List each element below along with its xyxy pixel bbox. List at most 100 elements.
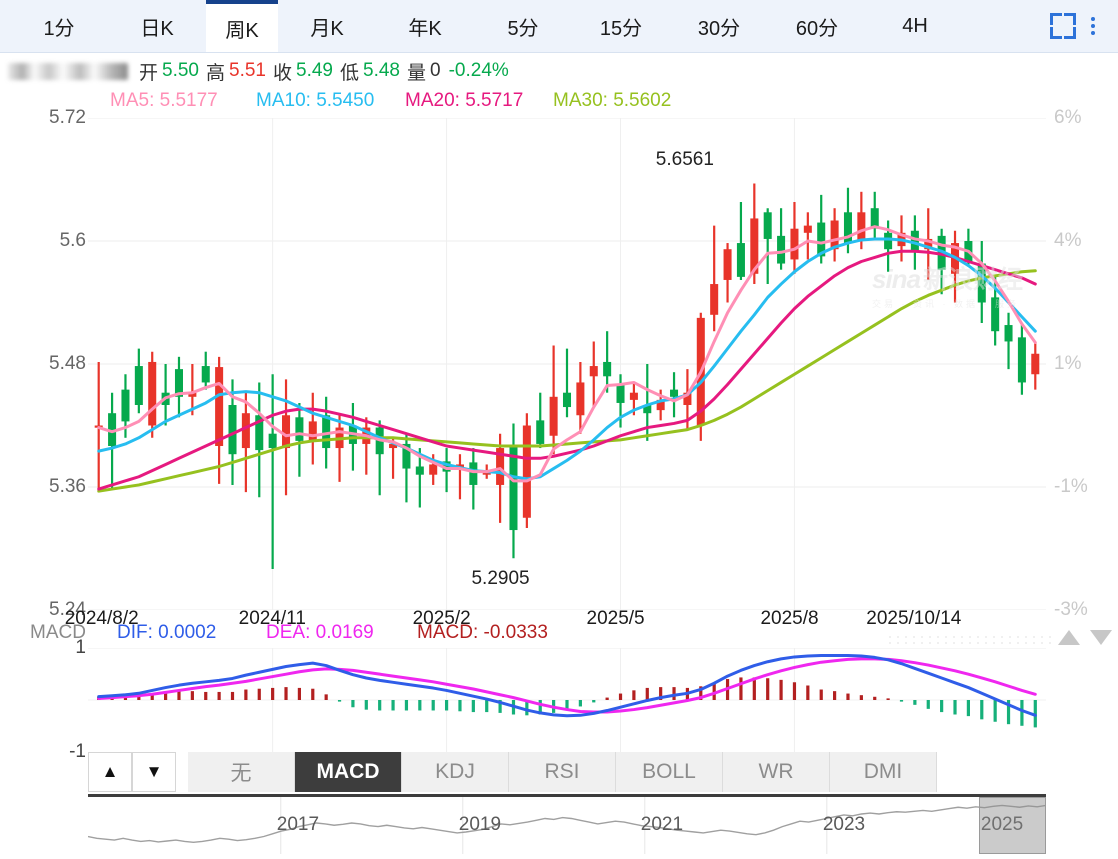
candle [803, 212, 812, 260]
candle [148, 351, 157, 438]
ticker-name-masked [8, 62, 128, 80]
tab-label: 60分 [795, 17, 839, 40]
nav-year-label: 2019 [458, 814, 502, 835]
price-chart[interactable]: 5.72 5.6 5.48 5.36 5.24 6% 4% 1% -1% -3% 5.6561 … [0, 107, 1118, 620]
candle [670, 372, 679, 418]
arrow-icon: ▼ [145, 762, 163, 781]
tab-label: 4H [902, 14, 928, 37]
indicator-label: KDJ [435, 760, 475, 783]
ma5-line [97, 225, 1037, 483]
candle [750, 183, 759, 285]
indicator-button-RSI[interactable]: RSI [509, 752, 616, 792]
ma10-legend: MA10: 5.5450 [256, 90, 375, 111]
price-axis-left: 5.72 5.6 5.48 5.36 5.24 [0, 107, 86, 620]
candle [496, 433, 505, 523]
tab-周K[interactable]: 周K [206, 0, 278, 52]
indicator-button-MACD[interactable]: MACD [295, 752, 402, 792]
candle [509, 423, 518, 559]
indicator-label: DMI [863, 760, 903, 783]
candle [108, 392, 117, 490]
candle [442, 448, 451, 493]
candle [402, 433, 411, 503]
tab-15分[interactable]: 15分 [572, 0, 670, 52]
x-tick-label: 2025/8 [760, 608, 819, 629]
fullscreen-icon[interactable] [1050, 13, 1076, 39]
tab-5分[interactable]: 5分 [474, 0, 572, 52]
macd-plot [88, 648, 1046, 752]
macd-title: MACD [30, 622, 86, 643]
toolbar-right [1050, 0, 1118, 52]
spacer [176, 752, 188, 792]
candle [790, 202, 799, 274]
candle [1031, 343, 1040, 390]
x-tick-label: 2025/10/14 [866, 608, 962, 629]
y-tick-label: 5.72 [49, 107, 86, 128]
low-label: 低 [340, 62, 360, 84]
ma30-legend: MA30: 5.5602 [553, 90, 672, 111]
x-tick-label: 2024/11 [238, 608, 306, 629]
y2-tick-label: -3% [1054, 599, 1088, 620]
price-axis-right: 6% 4% 1% -1% -3% [1048, 107, 1118, 620]
indicator-label: 无 [230, 762, 252, 785]
indicator-button-无[interactable]: 无 [188, 752, 295, 792]
close-label: 收 [273, 62, 293, 84]
navigator-plot[interactable] [88, 797, 1046, 854]
candlestick-plot[interactable] [88, 118, 1046, 610]
open-value: 5.50 [162, 60, 199, 81]
scroll-down-button[interactable]: ▼ [132, 752, 176, 792]
y-tick-label: 5.36 [49, 476, 86, 497]
tab-4H[interactable]: 4H [866, 0, 964, 52]
candle [522, 413, 531, 528]
candle [215, 356, 224, 484]
macd-chart[interactable]: 1 -1 [0, 637, 1118, 762]
candle [255, 382, 264, 498]
indicator-button-bar: ▲ ▼ 无 MACD KDJ RSI BOLL WR DMI [88, 752, 1008, 792]
quote-bar: 开 5.50 高 5.51 收 5.49 低 5.48 量 0 -0.24% [0, 58, 1118, 84]
indicator-button-WR[interactable]: WR [723, 752, 830, 792]
candle [188, 364, 197, 416]
candle [937, 228, 946, 295]
high-annotation: 5.6561 [655, 149, 714, 171]
indicator-button-DMI[interactable]: DMI [830, 752, 937, 792]
candle [282, 379, 291, 496]
nav-selection-window[interactable] [978, 797, 1046, 854]
candle [924, 208, 933, 280]
scroll-up-icon[interactable] [1058, 630, 1080, 645]
macd-tick-label: 1 [75, 637, 86, 658]
candle [1004, 312, 1013, 370]
tab-label: 日K [140, 17, 174, 40]
indicator-button-KDJ[interactable]: KDJ [402, 752, 509, 792]
indicator-button-BOLL[interactable]: BOLL [616, 752, 723, 792]
range-navigator[interactable]: 2017 2019 2021 2023 2025 [88, 794, 1046, 857]
ma30-line [97, 269, 1037, 493]
scroll-up-button[interactable]: ▲ [88, 752, 132, 792]
candle [576, 361, 585, 434]
period-tabs: 1分 日K 周K 月K 年K 5分 15分 30分 60分 4H [0, 0, 964, 52]
candle [562, 348, 572, 418]
candle [736, 202, 745, 280]
ma20-legend: MA20: 5.5717 [405, 90, 524, 111]
tab-年K[interactable]: 年K [376, 0, 474, 52]
kebab-menu-icon[interactable] [1082, 13, 1104, 39]
volume-value: 0 [430, 60, 441, 81]
candle [977, 241, 986, 323]
y-tick-label: 5.48 [49, 353, 86, 374]
x-tick-label: 2025/5 [586, 608, 645, 629]
tab-label: 5分 [507, 17, 539, 40]
scroll-down-icon[interactable] [1090, 630, 1112, 645]
tab-label: 月K [310, 17, 344, 40]
nav-price-line [88, 804, 1046, 844]
tab-月K[interactable]: 月K [278, 0, 376, 52]
tab-label: 30分 [697, 17, 741, 40]
tab-30分[interactable]: 30分 [670, 0, 768, 52]
macd-svg [88, 648, 1046, 752]
tab-1分[interactable]: 1分 [10, 0, 108, 52]
candle [549, 345, 558, 455]
candle [469, 448, 478, 510]
tab-日K[interactable]: 日K [108, 0, 206, 52]
candle [161, 364, 170, 426]
macd-legend: MACD DIF: 0.0002 DEA: 0.0169 MACD: -0.03… [0, 622, 1118, 648]
tab-60分[interactable]: 60分 [768, 0, 866, 52]
y-tick-label: 5.6 [59, 230, 86, 251]
